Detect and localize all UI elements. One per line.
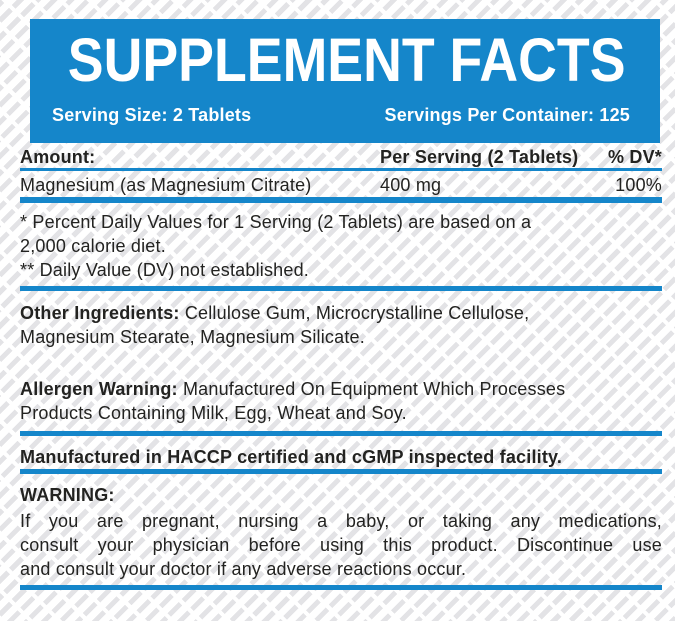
divider-thin bbox=[20, 168, 662, 171]
other-ingredients-label: Other Ingredients: bbox=[20, 303, 180, 323]
servings-per-container-text: Servings Per Container: 125 bbox=[384, 105, 630, 125]
footnote-line: ** Daily Value (DV) not established. bbox=[20, 260, 310, 280]
divider bbox=[20, 286, 662, 291]
footnote-line: * Percent Daily Values for 1 Serving (2 … bbox=[20, 212, 532, 232]
other-ingredients-line: Magnesium Stearate, Magnesium Silicate. bbox=[20, 327, 365, 347]
other-ingredients-text: Cellulose Gum, Microcrystalline Cellulos… bbox=[184, 303, 530, 323]
serving-info-row: Serving Size: 2 Tablets Servings Per Con… bbox=[52, 105, 630, 126]
allergen-warning-line: Products Containing Milk, Egg, Wheat and… bbox=[20, 403, 407, 423]
table-row: Magnesium (as Magnesium Citrate) 400 mg … bbox=[20, 175, 662, 195]
warning-line: and consult your doctor if any adverse r… bbox=[20, 559, 467, 579]
allergen-warning-line: Allergen Warning: Manufactured On Equipm… bbox=[20, 377, 662, 401]
divider-thick bbox=[20, 197, 662, 203]
warning-heading: WARNING: bbox=[20, 485, 115, 505]
ingredient-dv: 100% bbox=[615, 175, 662, 195]
warning-paragraph: If you are pregnant, nursing a baby, or … bbox=[20, 509, 662, 581]
ingredient-name: Magnesium (as Magnesium Citrate) bbox=[20, 175, 312, 195]
divider bbox=[20, 585, 662, 590]
other-ingredients-line: Other Ingredients: Cellulose Gum, Microc… bbox=[20, 301, 662, 325]
footnotes: * Percent Daily Values for 1 Serving (2 … bbox=[20, 210, 662, 282]
divider bbox=[20, 431, 662, 436]
column-header-per-serving: Per Serving (2 Tablets) bbox=[380, 147, 579, 167]
ingredient-amount: 400 mg bbox=[380, 175, 442, 195]
allergen-warning-text: Manufactured On Equipment Which Processe… bbox=[182, 379, 566, 399]
page-title: SUPPLEMENT FACTS bbox=[67, 26, 626, 94]
facility-statement: Manufactured in HACCP certified and cGMP… bbox=[20, 447, 563, 467]
divider bbox=[20, 469, 662, 474]
allergen-warning-section: Allergen Warning: Manufactured On Equipm… bbox=[20, 377, 662, 425]
table-header-row: Amount: Per Serving (2 Tablets) % DV* bbox=[20, 147, 662, 167]
allergen-warning-label: Allergen Warning: bbox=[20, 379, 178, 399]
column-header-dv: % DV* bbox=[607, 147, 662, 167]
serving-size-text: Serving Size: 2 Tablets bbox=[52, 105, 252, 125]
warning-line: consult your physician before using this… bbox=[20, 535, 662, 555]
header-panel: SUPPLEMENT FACTS Serving Size: 2 Tablets… bbox=[30, 19, 660, 143]
footnote-line: 2,000 calorie diet. bbox=[20, 236, 166, 256]
warning-line: If you are pregnant, nursing a baby, or … bbox=[20, 511, 662, 531]
other-ingredients-section: Other Ingredients: Cellulose Gum, Microc… bbox=[20, 301, 662, 349]
column-header-amount: Amount: bbox=[20, 147, 96, 167]
